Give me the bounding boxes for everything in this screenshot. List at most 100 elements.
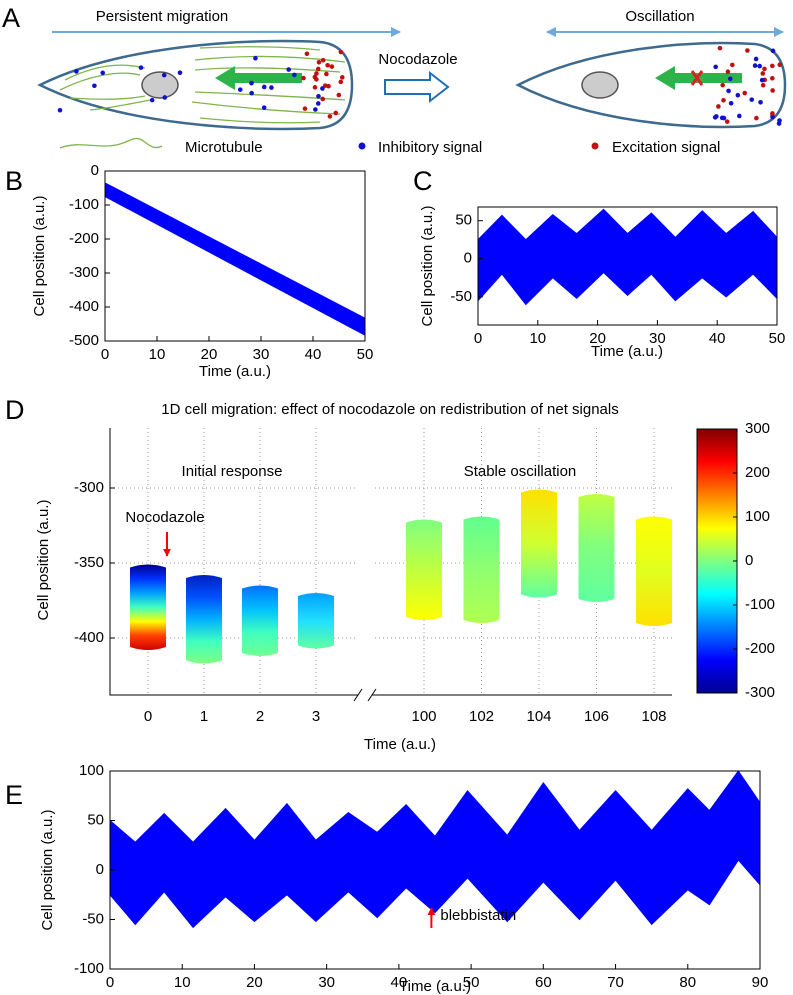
colorbar-label: -200 (745, 640, 775, 657)
y-tick-label: -100 (69, 196, 99, 213)
signal-dot (720, 82, 725, 88)
band-upper (104, 182, 366, 319)
signal-dot (735, 92, 741, 98)
y-tick-label: -300 (74, 479, 104, 496)
panel-label: C (413, 166, 433, 196)
colorbar-label: 100 (745, 508, 770, 525)
signal-dot (749, 97, 755, 102)
colorbar-label: 300 (745, 420, 770, 437)
signal-dot (770, 75, 775, 81)
signal-dot (753, 56, 759, 62)
y-tick-label: 0 (96, 861, 104, 878)
signal-dot (315, 101, 321, 106)
signal-dot (312, 85, 318, 90)
x-tick-label: 100 (411, 708, 436, 725)
band (478, 209, 777, 305)
signal-dot (149, 97, 155, 103)
x-tick-label: 70 (607, 974, 624, 991)
signal-dot (302, 106, 308, 111)
x-tick-label: 3 (312, 708, 320, 725)
signal-dot (314, 71, 319, 76)
x-tick-label: 10 (149, 346, 166, 363)
x-tick-label: 108 (641, 708, 666, 725)
signal-dot (728, 101, 734, 106)
signal-dot (261, 105, 267, 110)
legend-symbol (358, 142, 366, 150)
x-tick-label: 0 (144, 708, 152, 725)
signal-dot (721, 97, 726, 103)
plot-frame (104, 170, 366, 342)
x-tick-label: 20 (246, 974, 263, 991)
signal-dot (249, 90, 254, 96)
panel-label: E (5, 780, 23, 810)
y-tick-label: -200 (69, 230, 99, 247)
diagram-label: Nocodazole (378, 51, 457, 68)
x-tick-label: 104 (526, 708, 551, 725)
cell (37, 39, 354, 131)
signal-dot (776, 121, 782, 126)
band (110, 771, 760, 928)
signal-dot (253, 55, 258, 61)
y-axis-label: Cell position (a.u.) (419, 206, 436, 327)
x-tick-label: 50 (357, 346, 374, 363)
colorbar-label: 0 (745, 552, 753, 569)
signal-dot (762, 66, 767, 72)
legend-symbol (59, 137, 163, 149)
signal-dot (714, 114, 719, 119)
signal-dot (324, 71, 329, 77)
x-tick-label: 30 (649, 330, 666, 347)
signal-dot (57, 107, 63, 113)
signal-dot (719, 115, 725, 121)
range-bar (578, 494, 615, 602)
x-tick-label: 60 (535, 974, 552, 991)
range-bar (636, 516, 672, 626)
colorbar (696, 428, 738, 694)
y-tick-label: -400 (69, 298, 99, 315)
y-tick-label: -500 (69, 332, 99, 349)
signal-dot (770, 111, 775, 116)
signal-dot (74, 69, 79, 74)
x-tick-label: 30 (318, 974, 335, 991)
range-bar (406, 519, 442, 620)
signal-dot (742, 90, 748, 96)
y-tick-label: -400 (74, 629, 104, 646)
plot-frame (477, 206, 778, 326)
x-axis-label: Time (a.u.) (591, 343, 663, 360)
range-bar (463, 516, 500, 623)
y-axis-label: Cell position (a.u.) (31, 196, 48, 317)
signal-dot (177, 70, 183, 75)
diagram-label: Persistent migration (96, 8, 229, 25)
signal-dot (745, 48, 750, 53)
x-tick-label: 2 (256, 708, 264, 725)
y-tick-label: -50 (82, 910, 104, 927)
signal-dot (336, 92, 342, 98)
green-arrow (215, 66, 302, 90)
legend-symbol (591, 142, 599, 150)
signal-dot (770, 114, 775, 120)
legend-label: Microtubule (185, 139, 263, 156)
range-bar (242, 585, 278, 656)
signal-dot (770, 48, 776, 54)
signal-dot (752, 63, 758, 68)
chart-title: 1D cell migration: effect of nocodazole … (161, 401, 619, 418)
x-axis-label: Time (a.u.) (364, 736, 436, 753)
x-tick-label: 10 (174, 974, 191, 991)
x-tick-label: 0 (101, 346, 109, 363)
range-bar (298, 593, 334, 649)
signal-dot (713, 64, 718, 70)
signal-dot (325, 62, 330, 68)
y-tick-label: -100 (74, 960, 104, 977)
signal-dot (100, 70, 106, 76)
range-bar (186, 575, 222, 664)
signal-dot (162, 95, 168, 100)
signal-dot (301, 75, 306, 81)
x-tick-label: 0 (474, 330, 482, 347)
y-tick-label: 0 (91, 162, 99, 179)
legend-label: Inhibitory signal (378, 139, 482, 156)
band-upper (477, 208, 778, 241)
signal-dot (760, 82, 766, 88)
signal-dot (320, 96, 326, 102)
signal-dot (725, 69, 731, 74)
x-tick-label: 40 (391, 974, 408, 991)
